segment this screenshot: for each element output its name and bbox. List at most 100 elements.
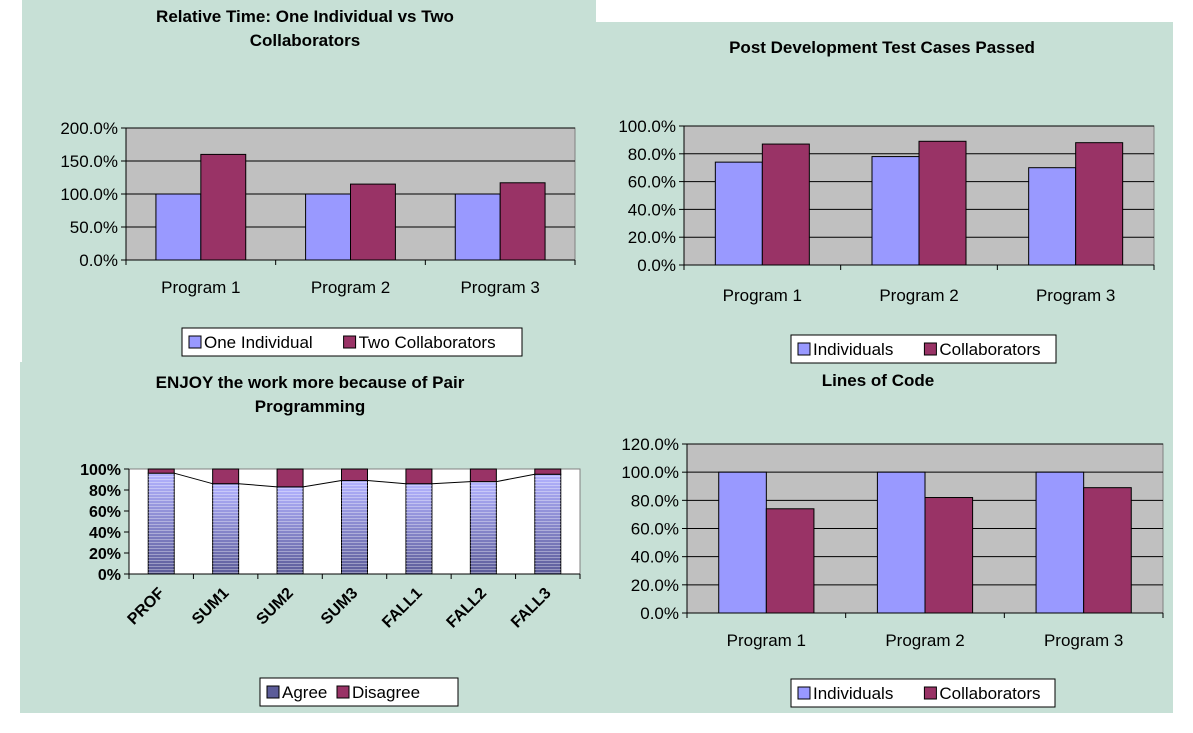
bar-individuals-3: [1028, 167, 1077, 266]
legend-swatch-one-individual: [188, 335, 202, 349]
chart-enjoy: ENJOY the work more because of Pair Progr…: [80, 373, 581, 707]
y-tick-label: 50.0%: [70, 218, 118, 237]
chart-title-line: Lines of Code: [822, 371, 934, 390]
chart-lines-of-code-panel: Lines of Code 0.0% 20.0% 40.0% 60.0% 80.0% 100…: [596, 365, 1173, 713]
y-tick-label: 100.0%: [618, 117, 676, 136]
y-tick-label: 40.0%: [631, 548, 679, 567]
bar-collaborators-3: [1075, 142, 1124, 266]
y-tick-label: 20.0%: [628, 228, 676, 247]
bar-disagree-fall2: [469, 468, 497, 483]
bar-disagree-sum3: [341, 468, 368, 482]
chart-test-cases-panel: Post Development Test Cases Passed 0.0% 20…: [596, 22, 1173, 365]
bar-one-individual-2: [305, 193, 352, 261]
chart-test-cases: Post Development Test Cases Passed 0.0% 20…: [618, 38, 1155, 364]
x-category-label: Program 3: [1036, 286, 1115, 305]
legend-swatch-two-collaborators: [343, 335, 357, 349]
x-category-label: Program 1: [723, 286, 802, 305]
y-tick-label: 80%: [89, 483, 121, 500]
chart-relative-time-panel: Relative Time: One Individual vs Two Coll…: [22, 0, 596, 362]
y-tick-label: 100.0%: [60, 185, 118, 204]
y-tick-label: 60%: [89, 504, 121, 521]
bar-two-collaborators-2: [350, 183, 396, 261]
x-category-label: Program 2: [311, 278, 390, 297]
chart-title-line: Programming: [255, 397, 366, 416]
y-tick-label: 60.0%: [631, 520, 679, 539]
bar-agree-stripes: [212, 483, 239, 574]
x-category-label: FALL3: [508, 585, 555, 632]
chart-title-line: Post Development Test Cases Passed: [729, 38, 1035, 57]
bar-disagree-prof: [147, 468, 175, 474]
y-tick-label: 80.0%: [631, 491, 679, 510]
x-category-label: Program 3: [460, 278, 539, 297]
legend-swatch-collaborators: [923, 342, 937, 356]
y-tick-label: 200.0%: [60, 119, 118, 138]
y-tick-label: 40.0%: [628, 200, 676, 219]
x-category-label: FALL1: [379, 585, 426, 632]
chart-title-line: ENJOY the work more because of Pair: [156, 373, 465, 392]
y-tick-label: 0.0%: [79, 251, 118, 270]
y-tick-label: 120.0%: [621, 435, 679, 454]
bar-collaborators-2: [924, 497, 974, 614]
legend-box: [259, 677, 459, 707]
bar-collaborators-1: [761, 143, 810, 266]
bar-disagree-sum2: [276, 468, 304, 488]
bar-two-collaborators-3: [499, 182, 546, 261]
y-tick-label: 0%: [98, 567, 121, 584]
legend-label: Two Collaborators: [359, 333, 496, 352]
bar-disagree-sum1: [212, 468, 240, 485]
legend-swatch-individuals: [797, 686, 811, 700]
legend-label: Agree: [282, 683, 327, 702]
legend-label: Collaborators: [939, 684, 1040, 703]
x-category-label: Program 1: [727, 631, 806, 650]
bar-agree-stripes: [148, 473, 175, 574]
y-tick-label: 0.0%: [640, 604, 679, 623]
x-category-label: Program 2: [885, 631, 964, 650]
bar-collaborators-3: [1083, 487, 1132, 614]
x-category-label: SUM3: [318, 585, 362, 629]
legend-swatch-disagree: [336, 685, 350, 699]
legend-box: [790, 678, 1056, 708]
bar-collaborators-1: [765, 508, 815, 614]
bar-individuals-1: [718, 471, 767, 614]
legend-label: Collaborators: [939, 340, 1040, 359]
legend-swatch-collaborators: [923, 686, 937, 700]
y-tick-label: 40%: [89, 525, 121, 542]
bar-agree-stripes: [277, 486, 304, 574]
chart-relative-time: Relative Time: One Individual vs Two Coll…: [60, 7, 576, 357]
x-category-label: SUM2: [253, 585, 297, 629]
legend-swatch-agree: [266, 685, 280, 699]
legend-label: Disagree: [352, 683, 420, 702]
chart-title-line: Collaborators: [250, 31, 361, 50]
legend-label: Individuals: [813, 684, 893, 703]
chart-title-line: Relative Time: One Individual vs Two: [156, 7, 454, 26]
bar-individuals-3: [1035, 471, 1085, 614]
legend-swatch-individuals: [797, 342, 811, 356]
y-tick-label: 20.0%: [631, 576, 679, 595]
chart-enjoy-panel: ENJOY the work more because of Pair Progr…: [20, 362, 596, 713]
chart-lines-of-code: Lines of Code 0.0% 20.0% 40.0% 60.0% 80.0% 100…: [621, 371, 1164, 708]
bar-one-individual-3: [454, 193, 501, 261]
x-category-label: Program 3: [1044, 631, 1123, 650]
y-tick-label: 80.0%: [628, 145, 676, 164]
bar-agree-stripes: [341, 480, 368, 574]
legend-box: [790, 334, 1057, 364]
bar-agree-stripes: [534, 474, 561, 574]
y-tick-label: 100.0%: [621, 463, 679, 482]
bar-individuals-2: [876, 471, 926, 614]
bar-one-individual-1: [155, 193, 202, 261]
x-category-label: SUM1: [189, 585, 233, 629]
bar-agree-stripes: [470, 481, 497, 574]
x-category-label: FALL2: [444, 585, 491, 632]
legend-label: Individuals: [813, 340, 893, 359]
bar-individuals-1: [714, 161, 763, 266]
bar-individuals-2: [871, 156, 920, 266]
y-tick-label: 60.0%: [628, 173, 676, 192]
x-category-label: Program 2: [879, 286, 958, 305]
bar-collaborators-2: [918, 140, 967, 266]
bar-disagree-fall3: [534, 468, 562, 475]
y-tick-label: 100%: [80, 462, 121, 479]
bar-two-collaborators-1: [200, 153, 247, 261]
bar-agree-stripes: [405, 483, 432, 574]
bar-disagree-fall1: [405, 468, 433, 485]
x-category-label: PROF: [125, 585, 169, 629]
